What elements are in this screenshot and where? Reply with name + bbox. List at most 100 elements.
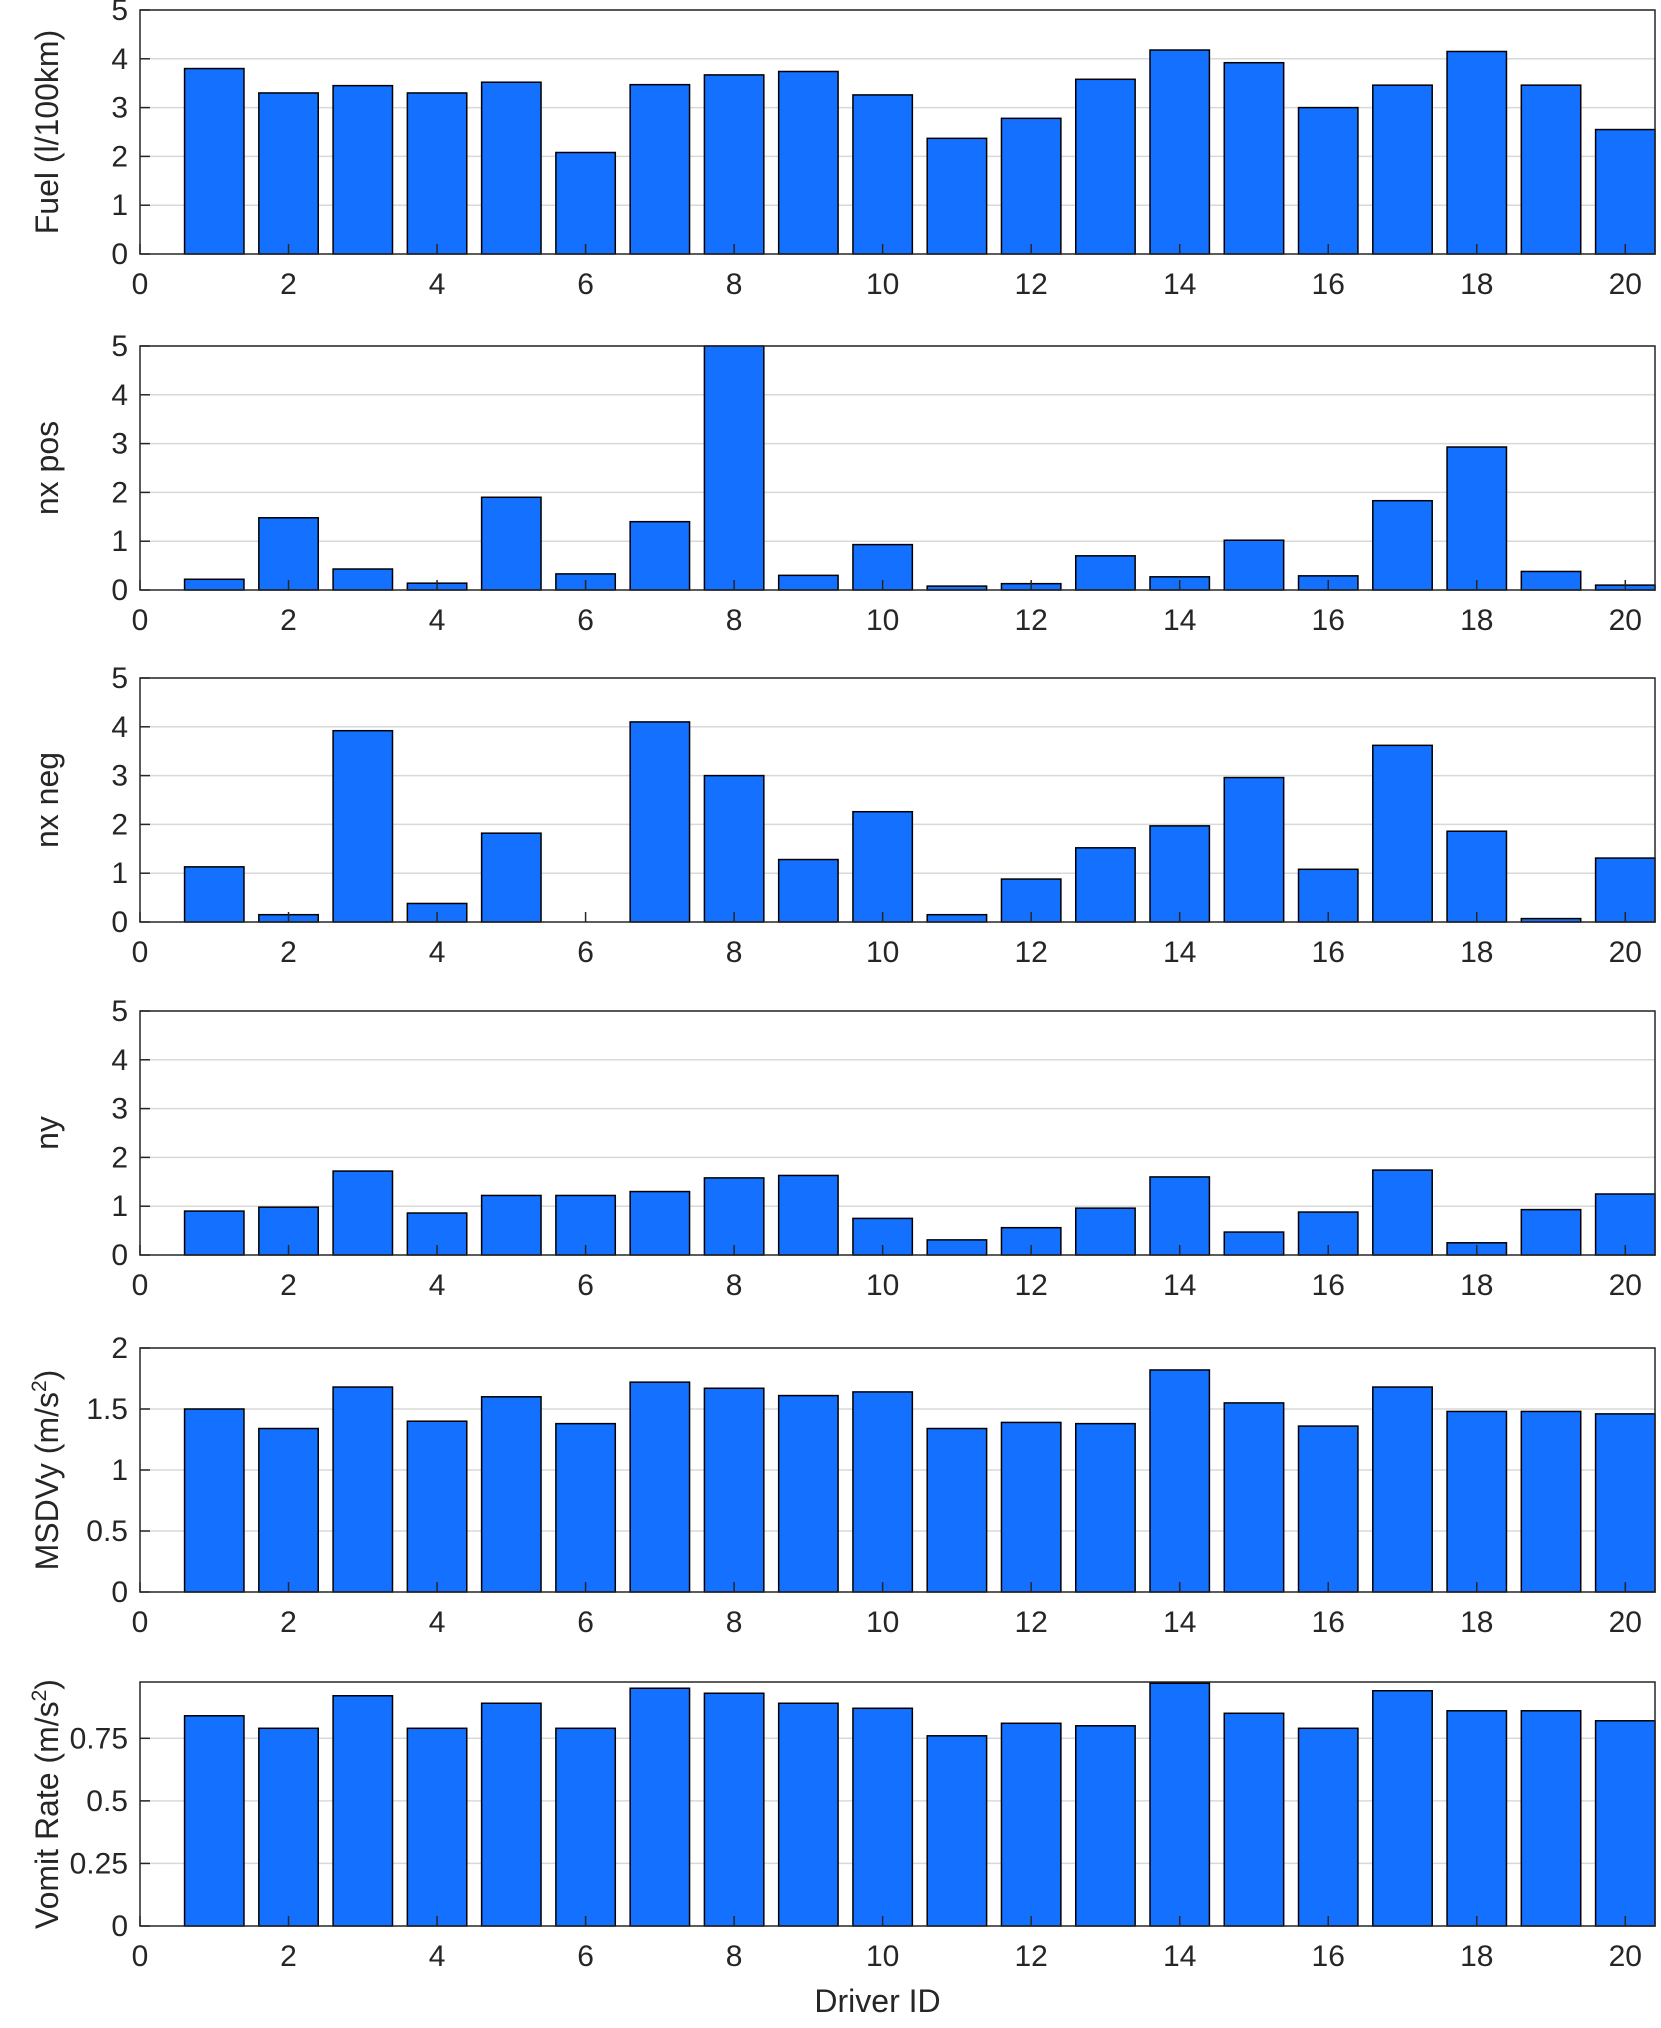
x-tick-label: 20 [1609,1269,1642,1302]
x-tick-label: 10 [866,1940,899,1973]
x-tick-label: 12 [1014,1940,1047,1973]
y-tick-label: 0.5 [86,1515,128,1548]
x-tick-label: 4 [429,936,446,969]
x-tick-label: 8 [726,604,743,637]
y-tick-label: 5 [111,662,128,695]
y-axis-label: MSDVy (m/s2) [28,1370,65,1571]
x-tick-label: 6 [577,1269,594,1302]
bar-driver-1 [183,866,245,923]
y-tick-label: 1 [111,1190,128,1223]
axes-box [139,677,1656,923]
x-tick-label: 14 [1163,936,1196,969]
x-tick-label: 0 [132,936,149,969]
bar-driver-7 [629,83,691,255]
x-tick-label: 0 [132,268,149,301]
bar-driver-13 [1074,1207,1136,1256]
x-tick-label: 10 [866,604,899,637]
bar-driver-9 [777,858,839,923]
bar-driver-11 [926,1239,988,1256]
y-tick-label: 3 [111,760,128,793]
y-tick-label: 0 [111,238,128,271]
bar-driver-7 [629,1687,691,1927]
axes-box [139,9,1656,255]
y-tick-label: 1 [111,525,128,558]
bar-driver-7 [629,721,691,923]
bar-driver-9 [777,574,839,591]
bar-driver-11 [926,1735,988,1927]
bar-driver-19 [1520,1208,1582,1256]
y-tick-label: 0 [111,574,128,607]
x-tick-label: 8 [726,1269,743,1302]
bar-driver-6 [555,1727,617,1927]
bar-driver-12 [1000,1722,1062,1927]
x-tick-label: 16 [1312,268,1345,301]
x-tick-label: 2 [280,1269,297,1302]
x-tick-label: 6 [577,1606,594,1639]
x-tick-label: 18 [1460,936,1493,969]
bar-driver-11 [926,137,988,255]
x-tick-label: 0 [132,604,149,637]
bar-driver-9 [777,1394,839,1593]
bar-driver-13 [1074,847,1136,923]
x-tick-label: 20 [1609,1606,1642,1639]
bar-driver-10 [852,1391,914,1593]
y-tick-label: 0 [111,1239,128,1272]
bar-driver-3 [332,1695,394,1927]
x-tick-label: 18 [1460,1606,1493,1639]
bar-driver-19 [1520,570,1582,591]
bar-driver-13 [1074,1422,1136,1593]
axes-box [139,1681,1656,1927]
bar-driver-14 [1149,1682,1211,1927]
y-tick-label: 1 [111,1454,128,1487]
bar-driver-19 [1520,1410,1582,1593]
axes-box [139,345,1656,591]
bar-driver-17 [1372,1169,1433,1256]
y-tick-label: 3 [111,428,128,461]
x-tick-label: 6 [577,1940,594,1973]
y-tick-label: 2 [111,476,128,509]
bar-driver-3 [332,568,394,591]
y-axis-label: Vomit Rate (m/s2) [28,1679,65,1929]
bar-driver-10 [852,810,914,923]
bar-driver-8 [703,774,765,923]
x-tick-label: 20 [1609,268,1642,301]
bar-driver-10 [852,94,914,255]
bar-driver-5 [480,832,542,923]
y-tick-label: 1 [111,189,128,222]
x-tick-label: 16 [1312,936,1345,969]
x-tick-label: 18 [1460,1940,1493,1973]
x-tick-label: 4 [429,1940,446,1973]
bar-driver-4 [406,1727,468,1927]
y-tick-label: 0 [111,906,128,939]
bar-driver-12 [1000,117,1062,255]
x-tick-label: 20 [1609,1940,1642,1973]
bar-driver-7 [629,1381,691,1593]
x-tick-label: 16 [1312,604,1345,637]
y-tick-label: 2 [111,140,128,173]
y-tick-label: 0 [111,1910,128,1943]
bar-driver-11 [926,913,988,923]
bar-driver-8 [703,345,765,591]
bar-driver-15 [1223,1402,1285,1593]
x-tick-label: 12 [1014,1269,1047,1302]
bar-driver-8 [703,1387,765,1593]
bar-driver-1 [183,1408,245,1593]
axes-box [139,1010,1656,1256]
y-tick-label: 0.25 [70,1847,128,1880]
x-tick-label: 16 [1312,1940,1345,1973]
bar-driver-17 [1372,744,1433,923]
bar-driver-15 [1223,61,1285,255]
bar-driver-15 [1223,776,1285,923]
y-tick-label: 2 [111,1332,128,1365]
y-tick-label: 0.5 [86,1785,128,1818]
bar-driver-17 [1372,1690,1433,1927]
x-axis-label: Driver ID [814,1983,940,2019]
x-tick-label: 10 [866,936,899,969]
y-tick-label: 4 [111,43,128,76]
x-tick-label: 4 [429,268,446,301]
bar-driver-13 [1074,555,1136,591]
y-tick-label: 5 [111,330,128,363]
